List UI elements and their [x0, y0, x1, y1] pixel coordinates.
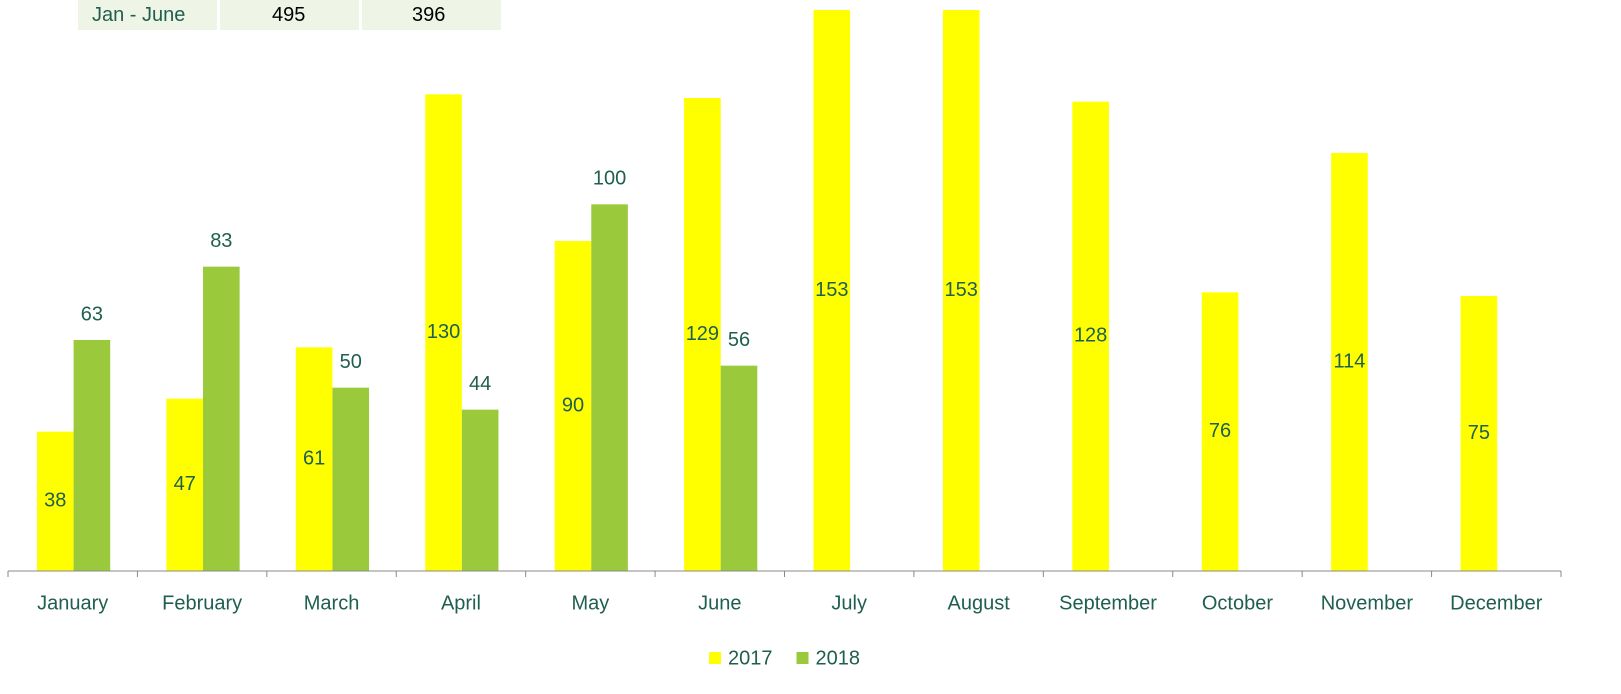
bar	[37, 431, 74, 571]
table-cell: 396	[362, 0, 501, 30]
data-label: 153	[945, 279, 978, 301]
data-label: 130	[427, 321, 460, 343]
data-label: 50	[340, 351, 362, 373]
x-tick-label: December	[1450, 592, 1543, 614]
x-tick-label: November	[1321, 592, 1414, 614]
x-tick-label: April	[441, 592, 481, 614]
x-tick-label: February	[162, 592, 242, 614]
bar	[720, 365, 758, 571]
bar	[942, 10, 980, 571]
data-label: 47	[174, 473, 196, 495]
table-cell: Jan - June	[78, 0, 217, 30]
x-tick-label: March	[304, 592, 360, 614]
data-label: 56	[728, 329, 750, 351]
data-label: 114	[1334, 350, 1366, 372]
data-label: 44	[469, 373, 491, 395]
legend-swatch	[796, 652, 809, 664]
bar	[1331, 153, 1368, 571]
bar	[1460, 296, 1498, 571]
bar	[73, 340, 111, 571]
bar	[684, 98, 721, 571]
data-label: 128	[1074, 325, 1107, 347]
bar	[332, 387, 370, 571]
table-cell: 495	[220, 0, 359, 30]
data-label: 76	[1209, 420, 1231, 442]
bar	[461, 409, 499, 571]
data-label: 38	[44, 490, 66, 512]
bar	[166, 398, 204, 571]
bar	[203, 266, 240, 571]
legend-label: 2018	[816, 647, 861, 669]
data-label: 129	[686, 323, 719, 345]
bar	[813, 10, 851, 571]
x-tick-label: January	[37, 592, 108, 614]
data-label: 90	[562, 394, 584, 416]
legend-label: 2017	[728, 647, 773, 669]
bar	[1072, 101, 1109, 572]
x-tick-label: August	[947, 592, 1010, 614]
x-tick-label: September	[1059, 592, 1157, 614]
x-tick-label: July	[831, 592, 867, 614]
bar	[554, 241, 592, 571]
bar	[425, 94, 462, 571]
data-label: 75	[1468, 422, 1490, 444]
x-tick-label: May	[571, 592, 609, 614]
bar	[1201, 292, 1239, 571]
bar	[591, 204, 628, 572]
data-label: 61	[303, 447, 325, 469]
data-label: 63	[81, 303, 103, 325]
legend-swatch	[709, 652, 721, 664]
data-label: 83	[210, 230, 232, 252]
x-tick-label: October	[1202, 592, 1273, 614]
bar	[295, 347, 333, 571]
data-label: 153	[815, 279, 848, 301]
data-label: 100	[593, 168, 626, 190]
x-tick-label: June	[698, 592, 741, 614]
